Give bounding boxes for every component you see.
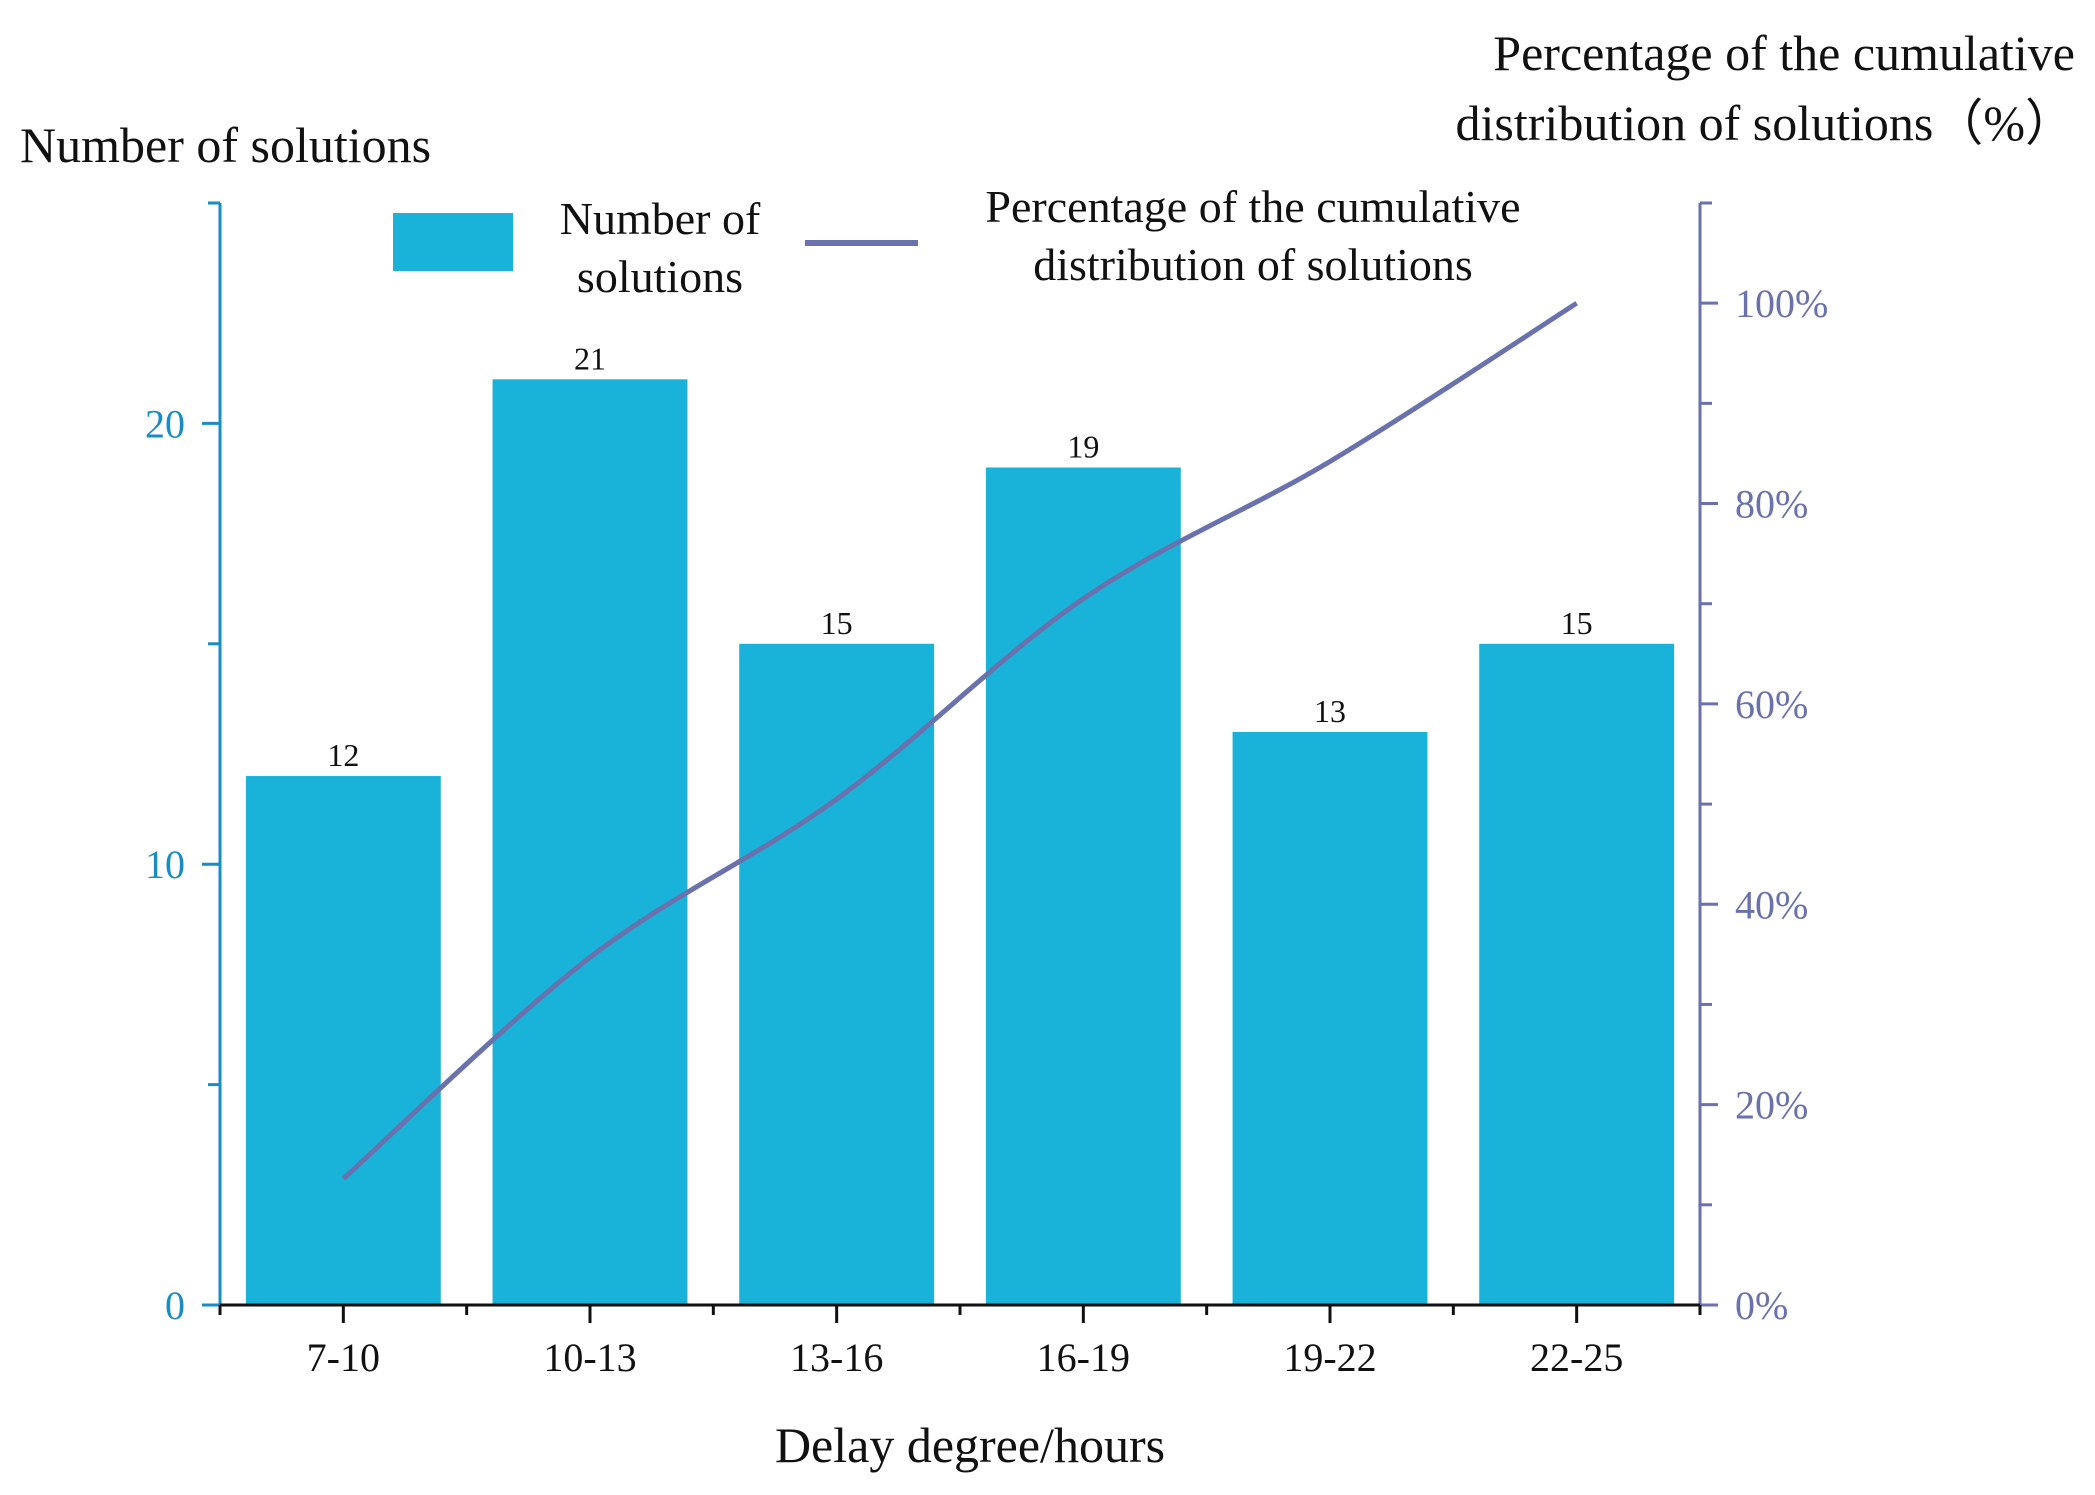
left-axis-tick-label: 20: [145, 401, 185, 446]
legend-line-label-line2: distribution of solutions: [1033, 239, 1473, 290]
bar-value-label: 15: [1561, 605, 1593, 641]
legend-line-label-line1: Percentage of the cumulative: [985, 181, 1520, 232]
x-axis-tick-label: 19-22: [1283, 1335, 1376, 1380]
bar-13-16: [739, 643, 935, 1305]
bar-value-label: 19: [1067, 428, 1099, 464]
x-axis-tick-label: 16-19: [1037, 1335, 1130, 1380]
legend-bar-label-line2: solutions: [577, 251, 743, 302]
bar-10-13: [492, 379, 688, 1305]
cumulative-percentage-line: [341, 301, 1579, 1181]
right-axis-tick-label: 60%: [1735, 682, 1808, 727]
left-axis-tick-label: 0: [165, 1283, 185, 1328]
right-axis-tick-label: 80%: [1735, 482, 1808, 527]
bar-16-19: [985, 467, 1181, 1306]
right-axis-tick-label: 0%: [1735, 1283, 1788, 1328]
legend-bar-swatch: [393, 213, 513, 271]
bar-7-10: [245, 776, 441, 1305]
x-axis-tick-label: 10-13: [543, 1335, 636, 1380]
bar-19-22: [1232, 731, 1428, 1305]
left-axis-tick-label: 10: [145, 842, 185, 887]
bar-22-25: [1479, 643, 1675, 1305]
legend-bar-label-line1: Number of: [560, 193, 761, 244]
bar-value-label: 15: [821, 605, 853, 641]
x-axis-label: Delay degree/hours: [775, 1417, 1165, 1473]
bar-value-label: 21: [574, 340, 606, 376]
bar-value-label: 13: [1314, 693, 1346, 729]
left-axis-title: Number of solutions: [20, 117, 431, 173]
right-axis-tick-label: 40%: [1735, 882, 1808, 927]
right-y-axis: 0% 20% 40% 60% 80% 100%: [1698, 201, 1828, 1328]
bar-value-label: 12: [327, 737, 359, 773]
bar-data-labels: 12 21 15 19 13 15: [327, 340, 1592, 773]
x-axis: 7-10 10-13 13-16 16-19 19-22 22-25: [218, 1303, 1702, 1380]
left-y-axis: 0 10 20: [145, 201, 222, 1328]
x-axis-tick-label: 13-16: [790, 1335, 883, 1380]
right-axis-tick-label: 20%: [1735, 1083, 1808, 1128]
x-axis-tick-label: 22-25: [1530, 1335, 1623, 1380]
bar-series: [245, 379, 1675, 1306]
right-axis-tick-label: 100%: [1735, 281, 1828, 326]
right-axis-title-line2: distribution of solutions（%）: [1456, 95, 2075, 151]
legend: Number of solutions Percentage of the cu…: [393, 181, 1521, 302]
x-axis-tick-label: 7-10: [307, 1335, 380, 1380]
right-axis-title-line1: Percentage of the cumulative: [1493, 25, 2075, 81]
